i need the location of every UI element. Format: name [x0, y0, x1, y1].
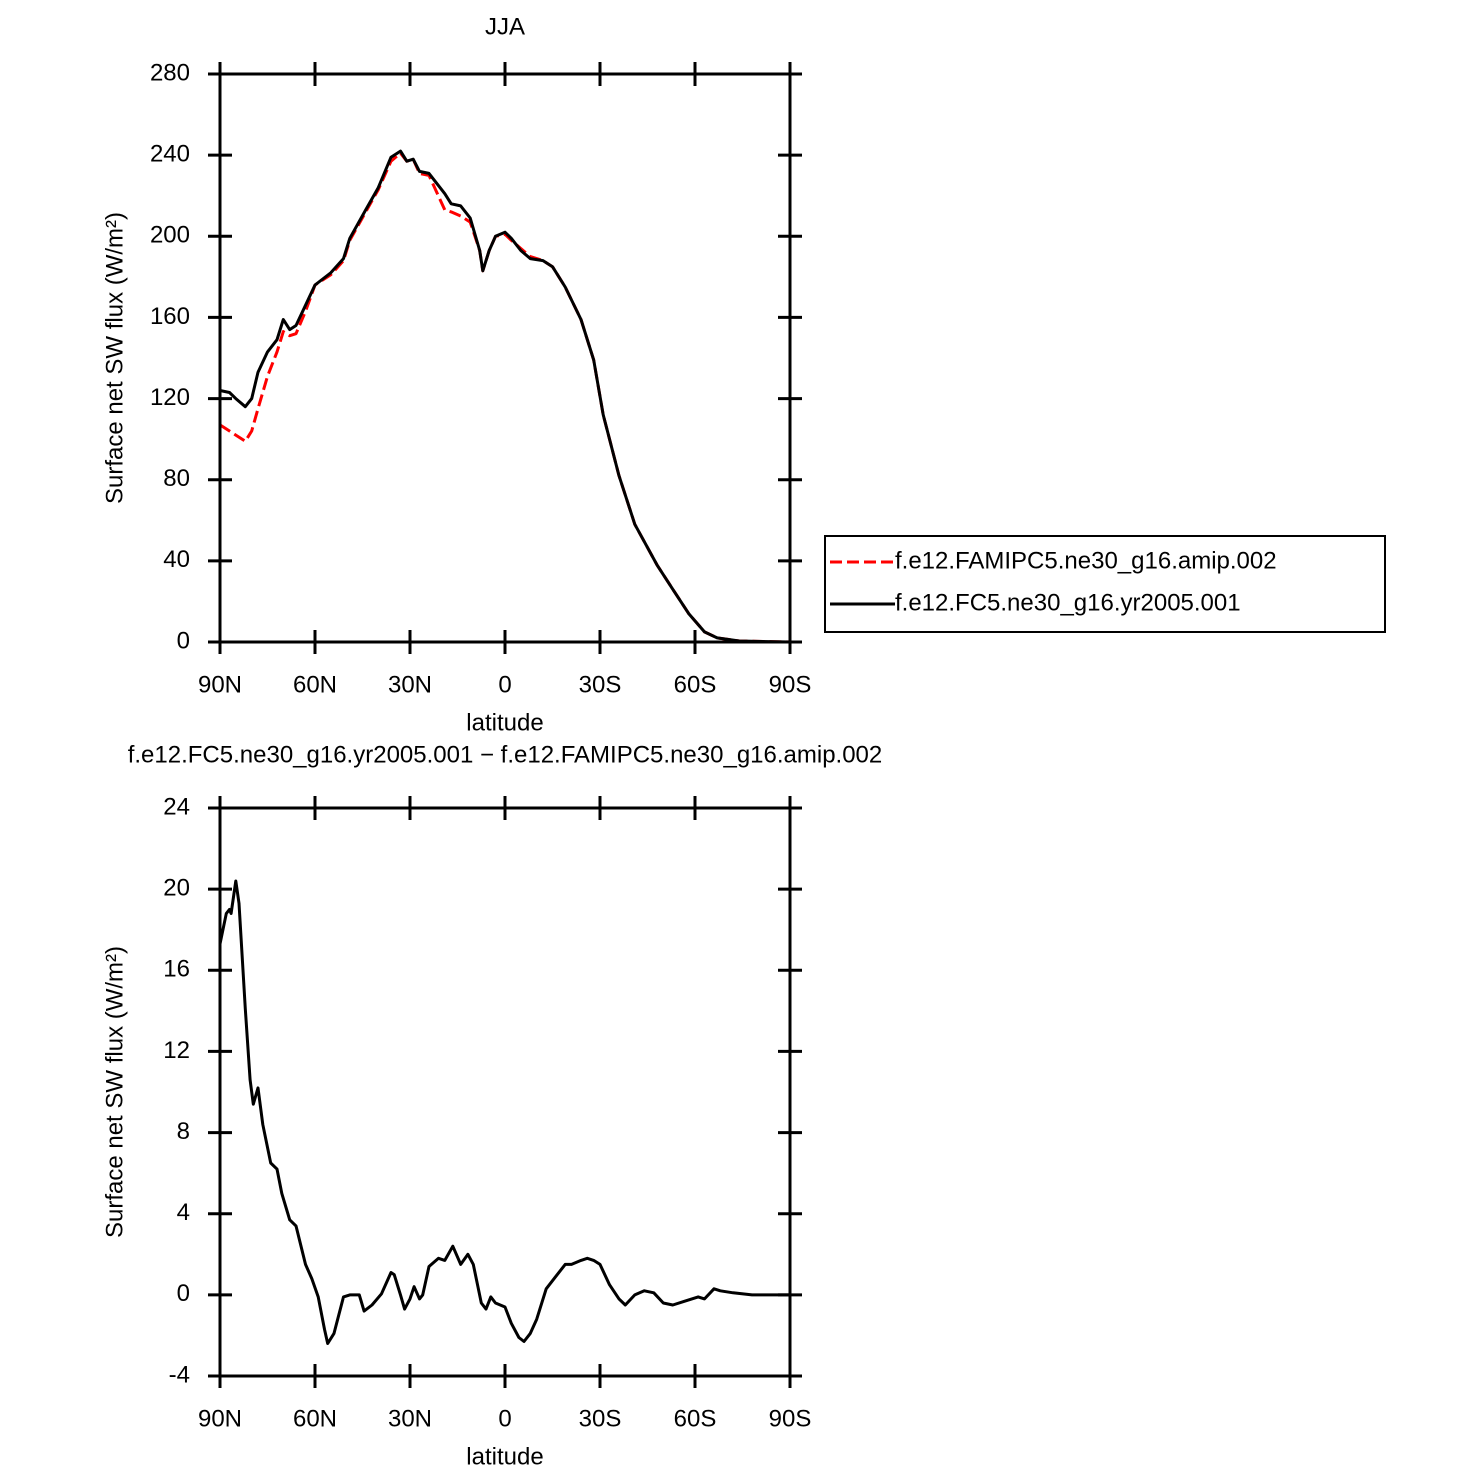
x-tick-label: 0 — [498, 1405, 511, 1432]
y-tick-label: 280 — [150, 59, 190, 86]
y-tick-label: 20 — [163, 874, 190, 901]
chart-title: JJA — [485, 13, 525, 40]
x-tick-label: 30S — [579, 1405, 622, 1432]
plot-frame — [218, 806, 792, 1378]
y-tick-label: -4 — [169, 1361, 190, 1388]
x-tick-label: 60S — [674, 1405, 717, 1432]
legend-label: f.e12.FAMIPC5.ne30_g16.amip.002 — [895, 547, 1277, 574]
y-tick-label: 12 — [163, 1037, 190, 1064]
legend: f.e12.FAMIPC5.ne30_g16.amip.002 f.e12.FC5… — [824, 535, 1386, 633]
x-axis-label: latitude — [466, 709, 543, 736]
chart-title: f.e12.FC5.ne30_g16.yr2005.001 − f.e12.FA… — [128, 741, 883, 768]
y-tick-label: 160 — [150, 303, 190, 330]
y-tick-label: 4 — [177, 1199, 190, 1226]
legend-label: f.e12.FC5.ne30_g16.yr2005.001 — [895, 589, 1241, 616]
y-tick-label: 24 — [163, 793, 190, 820]
legend-box — [824, 535, 1386, 633]
y-axis-label: Surface net SW flux (W/m²) — [101, 946, 128, 1238]
y-tick-label: 0 — [177, 627, 190, 654]
data-line — [219, 149, 791, 644]
x-tick-label: 30N — [388, 671, 432, 698]
x-axis-label: latitude — [466, 1443, 543, 1470]
y-tick-label: 16 — [163, 956, 190, 983]
x-tick-label: 90S — [769, 671, 812, 698]
y-tick-label: 8 — [177, 1118, 190, 1145]
x-tick-label: 30S — [579, 671, 622, 698]
y-tick-label: 0 — [177, 1280, 190, 1307]
data-line — [219, 151, 791, 644]
data-line — [218, 879, 790, 1345]
y-tick-label: 200 — [150, 222, 190, 249]
x-tick-label: 60S — [674, 671, 717, 698]
x-tick-label: 60N — [293, 671, 337, 698]
x-tick-label: 0 — [498, 671, 511, 698]
y-tick-label: 80 — [163, 465, 190, 492]
x-tick-label: 60N — [293, 1405, 337, 1432]
y-tick-label: 40 — [163, 546, 190, 573]
x-tick-label: 90N — [198, 671, 242, 698]
y-axis-label: Surface net SW flux (W/m²) — [101, 212, 128, 504]
x-tick-label: 90S — [769, 1405, 812, 1432]
y-tick-label: 120 — [150, 384, 190, 411]
y-tick-label: 240 — [150, 140, 190, 167]
x-tick-label: 90N — [198, 1405, 242, 1432]
x-tick-label: 30N — [388, 1405, 432, 1432]
plot-frame — [218, 72, 792, 644]
